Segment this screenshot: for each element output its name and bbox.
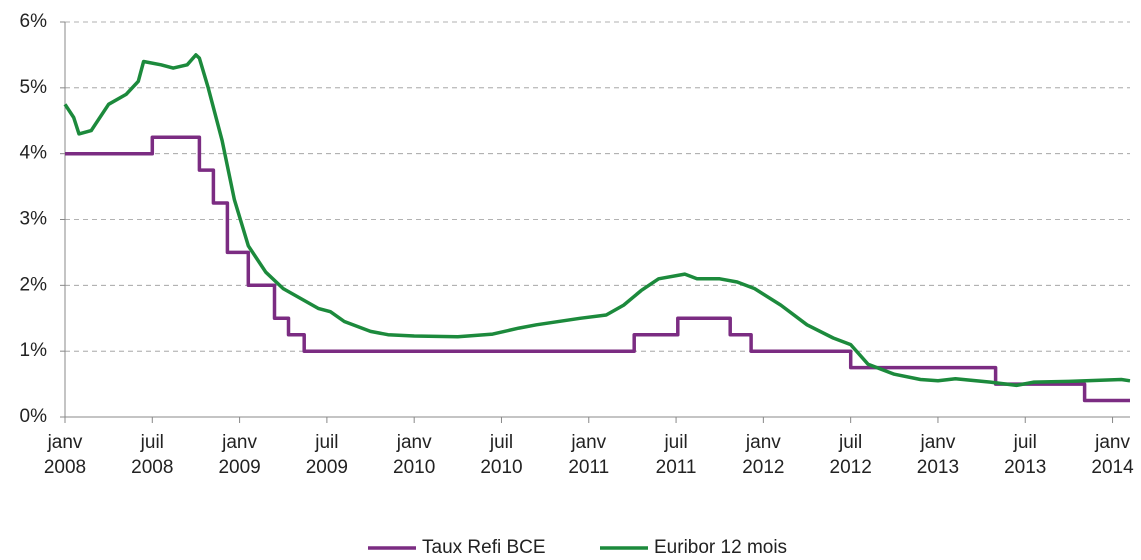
series-line (63, 53, 1131, 388)
x-tick-label: janv 2012 (742, 432, 785, 478)
x-tick-label: janv 2008 (43, 432, 87, 478)
x-tick-label: janv 2009 (218, 432, 261, 478)
x-tick-label: juil 2010 (480, 432, 523, 478)
x-tick-label: juil 2008 (131, 432, 174, 478)
x-tick-label: juil 2009 (305, 432, 349, 478)
x-tick-label: janv 2014 (1091, 432, 1134, 478)
x-tick-label: janv 2013 (916, 432, 960, 478)
legend-label: Taux Refi BCE (422, 537, 546, 558)
x-tick-label: janv 2011 (568, 432, 610, 478)
y-tick-label: 3% (20, 209, 48, 230)
y-tick-label: 1% (20, 340, 48, 361)
legend-label: Euribor 12 mois (654, 537, 787, 558)
x-tick-label: juil 2011 (655, 432, 697, 478)
x-tick-label: juil 2013 (1004, 432, 1047, 478)
y-tick-label: 2% (20, 274, 48, 295)
series-line (65, 135, 1130, 403)
x-tick-label: janv 2010 (393, 432, 436, 478)
y-tick-label: 6% (20, 11, 48, 32)
y-tick-label: 5% (20, 77, 48, 98)
y-tick-label: 0% (20, 406, 48, 427)
y-tick-label: 4% (20, 143, 48, 164)
x-tick-label: juil 2012 (829, 432, 872, 478)
